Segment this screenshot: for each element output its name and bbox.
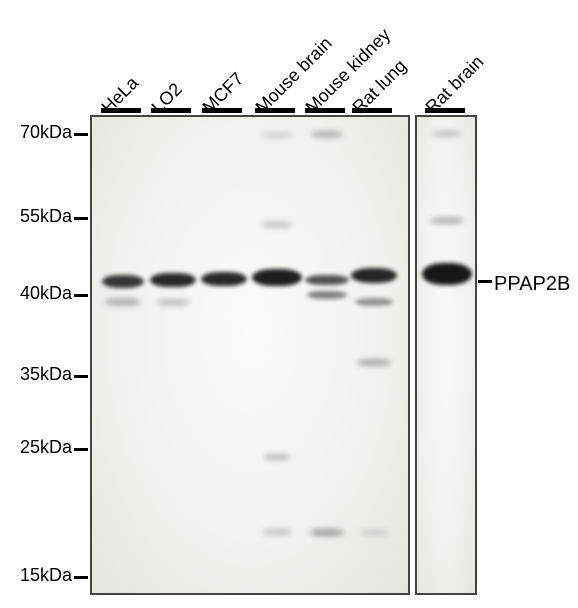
band-9: [262, 529, 292, 535]
mw-label-5: 15kDa: [20, 565, 72, 586]
band-11: [307, 291, 347, 299]
blot-panel-0: [90, 115, 410, 595]
mw-label-2: 40kDa: [20, 283, 72, 304]
band-12: [311, 131, 343, 138]
blot-panel-1: [415, 115, 477, 595]
band-18: [422, 263, 472, 285]
mw-label-4: 25kDa: [20, 437, 72, 458]
band-2: [150, 273, 196, 287]
mw-tick-4: [74, 448, 88, 451]
band-17: [359, 530, 389, 535]
band-5: [252, 269, 302, 286]
band-6: [261, 132, 293, 138]
band-15: [355, 298, 393, 306]
mw-label-1: 55kDa: [20, 206, 72, 227]
mw-tick-0: [74, 133, 88, 136]
band-19: [432, 131, 462, 137]
band-13: [310, 529, 344, 536]
mw-tick-1: [74, 217, 88, 220]
target-pointer: [478, 280, 492, 283]
band-7: [261, 221, 293, 228]
band-8: [263, 454, 291, 460]
band-20: [430, 217, 464, 224]
band-1: [105, 298, 141, 306]
mw-label-3: 35kDa: [20, 364, 72, 385]
mw-label-0: 70kDa: [20, 122, 72, 143]
band-14: [351, 268, 397, 283]
band-10: [305, 275, 349, 285]
target-label: PPAP2B: [494, 273, 570, 296]
mw-tick-3: [74, 375, 88, 378]
band-3: [156, 299, 190, 306]
band-16: [357, 359, 391, 366]
band-4: [201, 272, 247, 286]
mw-tick-2: [74, 294, 88, 297]
band-0: [102, 275, 144, 288]
mw-tick-5: [74, 576, 88, 579]
